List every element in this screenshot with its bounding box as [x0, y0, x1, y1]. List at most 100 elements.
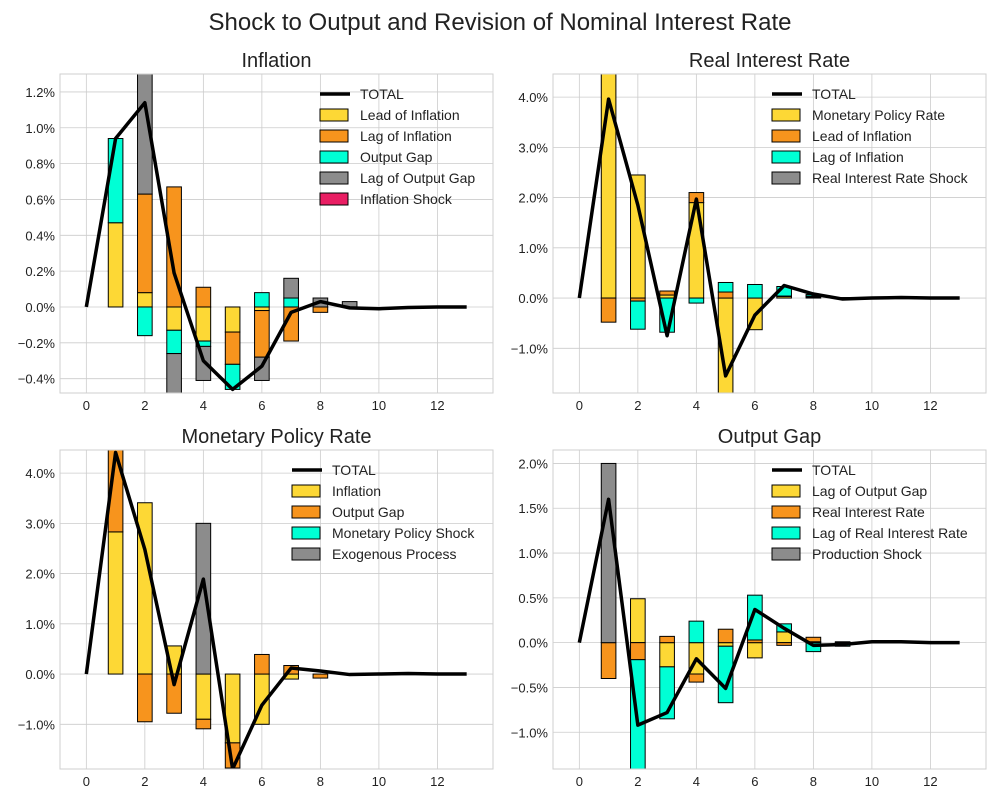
bar-segment — [195, 306, 212, 342]
x-tick-label: 2 — [141, 774, 148, 789]
x-tick-label: 6 — [258, 398, 265, 413]
plot-frame — [552, 73, 987, 394]
x-tick-label: 10 — [865, 774, 879, 789]
bar-segment — [195, 522, 212, 675]
x-tick-label: 8 — [810, 774, 817, 789]
legend-swatch — [771, 484, 801, 498]
bar-segment — [254, 292, 270, 308]
bar-segment — [224, 331, 241, 365]
legend-label: Lag of Output Gap — [360, 170, 475, 186]
y-tick-label: 0.8% — [25, 157, 55, 172]
legend-label: Production Shock — [812, 546, 923, 562]
y-tick-label: −0.4% — [18, 372, 56, 387]
legend-label: TOTAL — [812, 462, 856, 478]
legend-label: Lead of Inflation — [360, 107, 460, 123]
bar-segment — [312, 673, 329, 679]
x-tick-label: 10 — [865, 398, 879, 413]
legend: TOTAL Inflation Output Gap Monetary Policy … — [291, 462, 475, 562]
y-tick-label: 4.0% — [518, 90, 548, 105]
y-tick-label: 0.5% — [518, 591, 548, 606]
legend-swatch — [291, 484, 321, 498]
bar-segment — [283, 277, 299, 299]
legend-swatch — [771, 171, 801, 185]
bar-segment — [630, 642, 646, 661]
total-line — [84, 450, 467, 769]
y-tick-label: 1.0% — [518, 241, 548, 256]
y-tick-label: 0.0% — [25, 667, 55, 682]
x-tick-label: 2 — [141, 398, 148, 413]
legend-swatch — [291, 547, 321, 561]
legend: TOTAL Lead of Inflation Lag of Inflation Ou… — [319, 86, 475, 207]
bar-segment — [688, 673, 705, 683]
y-tick-label: 0.0% — [25, 300, 55, 315]
legend-swatch — [771, 505, 801, 519]
bar-segment — [659, 635, 675, 644]
chart-title: Inflation — [241, 50, 311, 72]
x-tick-label: 0 — [83, 398, 90, 413]
bar-segment — [659, 290, 675, 296]
y-tick-label: 1.0% — [518, 546, 548, 561]
bar-segment — [137, 74, 153, 195]
bar-segment — [195, 673, 212, 720]
x-tick-label: 8 — [317, 774, 324, 789]
plot-frame — [552, 449, 987, 770]
bar-segment — [195, 286, 212, 308]
bar-segment — [747, 594, 763, 641]
bar-segment — [717, 642, 734, 647]
legend-label: Lead of Inflation — [812, 128, 912, 144]
legend: TOTAL Lag of Output Gap Real Interest Rate… — [771, 462, 968, 562]
x-tick-label: 12 — [923, 774, 937, 789]
legend-swatch — [319, 150, 349, 164]
bar-segment — [600, 642, 617, 679]
chart-title: Output Gap — [718, 426, 821, 448]
chart-title: Real Interest Rate — [689, 50, 850, 72]
bar-segment — [166, 353, 182, 393]
legend-swatch — [319, 192, 349, 206]
legend-label: Output Gap — [360, 149, 433, 165]
y-tick-label: −1.0% — [18, 717, 56, 732]
x-tick-label: 6 — [258, 774, 265, 789]
chart-panel-3: Monetary Policy Rate 0 2 4 6 8 10 12 −1.0% 0.0% 1.… — [18, 426, 494, 789]
y-tick-label: 1.5% — [518, 501, 548, 516]
chart-panel-4: Output Gap 0 2 4 6 8 10 12 −1.0% −0.5% 0.0% 0.5% 1.0… — [511, 426, 987, 789]
x-tick-label: 12 — [923, 398, 937, 413]
legend-swatch — [771, 150, 801, 164]
x-tick-label: 4 — [693, 398, 700, 413]
bar-segment — [254, 306, 270, 312]
bars-group — [107, 450, 329, 769]
legend-label: TOTAL — [332, 462, 376, 478]
legend-label: Exogenous Process — [332, 546, 457, 562]
bar-segment — [747, 642, 763, 659]
legend: TOTAL Monetary Policy Rate Lead of Inflati… — [771, 86, 969, 186]
bar-segment — [600, 297, 617, 323]
legend-swatch — [319, 129, 349, 143]
bar-segment — [137, 292, 153, 308]
bar-segment — [224, 306, 241, 333]
legend-swatch — [319, 108, 349, 122]
legend-label: Lag of Output Gap — [812, 483, 927, 499]
legend-swatch — [771, 547, 801, 561]
bar-segment — [659, 642, 675, 668]
bar-segment — [776, 642, 792, 646]
y-tick-label: 4.0% — [25, 466, 55, 481]
bar-segment — [717, 628, 734, 644]
x-tick-label: 6 — [751, 398, 758, 413]
bar-segment — [166, 329, 182, 355]
legend-swatch — [319, 171, 349, 185]
bar-segment — [107, 222, 124, 308]
bars-group — [600, 462, 851, 769]
legend-label: Inflation — [332, 483, 381, 499]
x-tick-label: 12 — [430, 398, 444, 413]
y-tick-label: 3.0% — [518, 140, 548, 155]
bar-segment — [137, 193, 153, 294]
legend-label: Lag of Inflation — [360, 128, 452, 144]
bar-segment — [688, 620, 705, 644]
y-tick-label: 0.0% — [518, 636, 548, 651]
x-tick-label: 4 — [693, 774, 700, 789]
bar-segment — [312, 306, 329, 313]
y-tick-label: 0.0% — [518, 291, 548, 306]
x-tick-label: 10 — [372, 398, 386, 413]
x-tick-label: 10 — [372, 774, 386, 789]
x-tick-label: 8 — [810, 398, 817, 413]
bar-segment — [688, 297, 705, 304]
